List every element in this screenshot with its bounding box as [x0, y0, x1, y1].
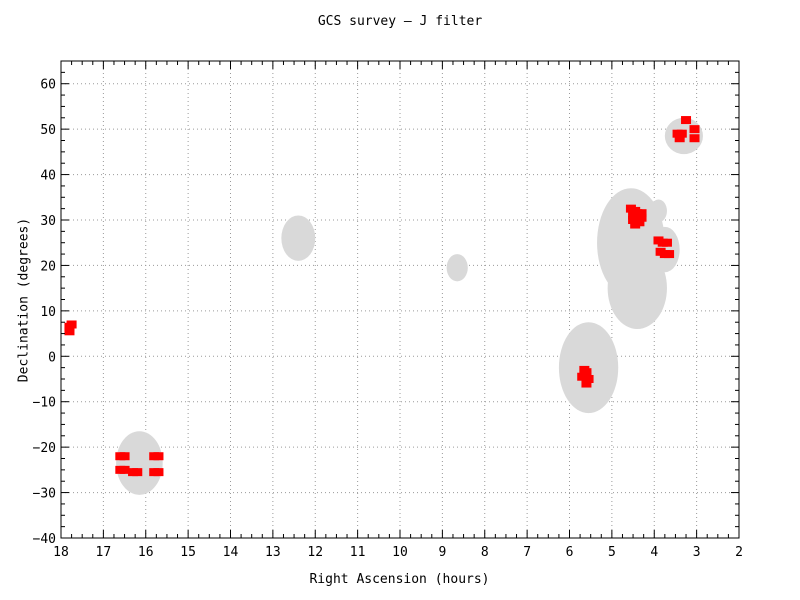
x-tick-label: 15 — [180, 545, 196, 560]
data-point — [689, 134, 700, 143]
x-tick-label: 4 — [650, 545, 658, 560]
data-point — [681, 116, 692, 125]
coverage-regions — [116, 117, 703, 495]
x-tick-label: 13 — [265, 545, 281, 560]
data-point — [153, 452, 164, 461]
data-point — [632, 209, 643, 218]
data-point — [636, 213, 647, 222]
data-point — [119, 452, 130, 461]
data-point — [676, 129, 687, 138]
data-points — [64, 116, 700, 477]
x-tick-label: 2 — [735, 545, 743, 560]
y-tick-label: −10 — [33, 396, 56, 411]
x-tick-label: 3 — [693, 545, 701, 560]
x-axis-label: Right Ascension (hours) — [309, 572, 490, 587]
y-tick-label: 30 — [40, 214, 56, 229]
y-tick-label: −30 — [33, 487, 56, 502]
data-point — [689, 125, 700, 134]
y-tick-label: 10 — [40, 305, 56, 320]
x-tick-label: 6 — [566, 545, 574, 560]
coverage-region — [116, 431, 163, 495]
data-point — [577, 372, 588, 381]
x-tick-label: 16 — [138, 545, 154, 560]
y-tick-label: 0 — [48, 350, 56, 365]
coverage-region — [607, 247, 667, 330]
data-point — [661, 238, 672, 247]
y-tick-label: 40 — [40, 169, 56, 184]
data-point — [634, 218, 645, 227]
data-point — [664, 250, 675, 259]
y-tick-label: −40 — [33, 532, 56, 547]
chart-title: GCS survey — J filter — [317, 14, 483, 29]
x-tick-label: 14 — [223, 545, 239, 560]
y-tick-label: 50 — [40, 123, 56, 138]
y-tick-label: 20 — [40, 259, 56, 274]
y-tick-label: −20 — [33, 441, 56, 456]
axis-ticks — [60, 60, 740, 539]
coverage-region — [446, 254, 468, 282]
data-point — [153, 468, 164, 477]
x-tick-label: 10 — [392, 545, 408, 560]
x-tick-label: 9 — [438, 545, 446, 560]
data-point — [583, 375, 594, 383]
data-point — [581, 368, 592, 377]
data-point — [674, 134, 685, 143]
tick-labels: 18 17 16 15 14 13 12 11 10 9 8 7 6 5 4 3 2 −40 −30 −20 −10 0 1… — [33, 78, 743, 560]
x-tick-label: 12 — [307, 545, 323, 560]
data-point — [66, 320, 77, 329]
x-tick-label: 5 — [608, 545, 616, 560]
data-point — [64, 327, 75, 336]
x-tick-label: 17 — [96, 545, 112, 560]
data-point — [132, 468, 143, 477]
coverage-region — [650, 199, 667, 223]
coverage-region — [281, 215, 316, 261]
x-tick-label: 18 — [53, 545, 69, 560]
x-tick-label: 7 — [523, 545, 531, 560]
data-point — [628, 216, 639, 224]
y-tick-label: 60 — [40, 78, 56, 93]
x-tick-label: 8 — [481, 545, 489, 560]
data-point — [119, 465, 130, 474]
x-tick-label: 11 — [350, 545, 366, 560]
y-axis-label: Declination (degrees) — [16, 217, 32, 383]
data-point — [581, 379, 592, 388]
